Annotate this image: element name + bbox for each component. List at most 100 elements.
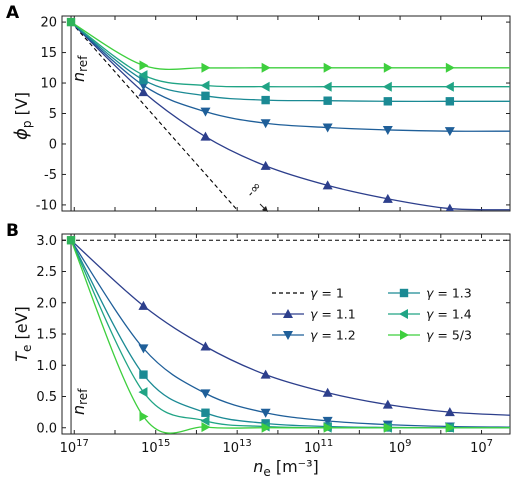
series-gamma-1-1-point (200, 131, 211, 141)
series-gamma-1-3-point (323, 96, 332, 105)
legend-entry-gamma-5-3: γ = 5/3 (388, 328, 472, 343)
series-gamma-5-3-point (383, 422, 393, 433)
legend-marker (283, 309, 293, 318)
series-gamma-1-2-point (382, 125, 393, 135)
series-gamma-1-3-point (139, 370, 148, 379)
legend-marker (400, 330, 409, 340)
series-gamma-1-1-point (200, 341, 211, 351)
legend-entry-gamma-1-1: γ = 1.1 (272, 307, 356, 322)
series-gamma-1-1-line (70, 21, 510, 211)
series-gamma-1-1-point (382, 399, 393, 409)
y-tick-label: 2.0 (36, 296, 57, 311)
series-gamma-1-4-line (70, 21, 510, 88)
series-gamma-1-4-point (382, 81, 392, 92)
series-gamma-1-2-point (260, 119, 271, 129)
series-gamma-1-1-point (138, 87, 149, 97)
legend-entry-gamma-1-2: γ = 1.2 (272, 328, 356, 343)
legend-marker (399, 309, 408, 319)
series-gamma-1-4-point (444, 81, 454, 92)
series-gamma-1-1-point (382, 193, 393, 203)
series-gamma-1-3-point (201, 408, 210, 417)
legend-label: γ = 1 (310, 286, 344, 301)
panel-label-b: B (6, 221, 19, 241)
x-tick-label: 1013 (223, 438, 252, 456)
series-gamma-1-1-point (444, 407, 455, 417)
start-point (66, 236, 76, 245)
x-tick-label: 109 (389, 438, 412, 456)
x-tick-label: 1017 (60, 438, 89, 456)
series-gamma-1-4-point (200, 80, 210, 91)
y-tick-label: 10 (40, 77, 57, 92)
series-gamma-1-3-point (383, 97, 393, 106)
series-gamma-5-3-point (445, 422, 455, 433)
series-gamma-1-2-point (260, 408, 271, 418)
series-gamma-1-1-point (445, 203, 454, 211)
legend-label: γ = 5/3 (426, 328, 472, 343)
y-tick-label: 1.5 (36, 328, 57, 343)
series-gamma-5-3-point (323, 62, 333, 73)
series-gamma-1-4-point (138, 70, 148, 81)
series-gamma-1-2-point (138, 344, 149, 354)
legend-label: γ = 1.1 (310, 307, 356, 322)
series-gamma-1-3-point (445, 97, 455, 106)
series-gamma-5-3-point (323, 422, 333, 433)
series-gamma-1-2-point (322, 123, 333, 133)
start-point (66, 17, 76, 27)
minus-infinity-arrowhead (262, 206, 268, 212)
y-tick-label: 1.0 (36, 359, 57, 374)
y-axis-label-b: Te [eV] (12, 306, 34, 362)
y-tick-label: -5 (44, 168, 57, 183)
series-gamma-1-1-point (322, 387, 333, 397)
series-gamma-1-line (70, 21, 239, 211)
y-tick-label: 5 (49, 107, 57, 122)
y-tick-label: -10 (36, 198, 57, 213)
series-gamma-1-4-point (138, 387, 148, 398)
y-tick-label: 0.0 (36, 421, 57, 436)
series-gamma-1-4-point (260, 81, 270, 92)
legend-entry-gamma-1-4: γ = 1.4 (388, 307, 472, 322)
y-axis-label-a: ϕp [V] (11, 92, 34, 140)
series-gamma-5-3-line (70, 21, 510, 71)
series-gamma-1-3-point (139, 75, 148, 85)
series-gamma-5-3-point (201, 422, 211, 433)
legend-label: γ = 1.3 (426, 286, 472, 301)
y-tick-label: 0.5 (36, 390, 57, 405)
y-tick-label: 2.5 (36, 265, 57, 280)
x-tick-label: 1011 (304, 438, 333, 456)
series-gamma-1-4-point (322, 81, 332, 92)
legend-marker (399, 288, 409, 298)
series-gamma-1-1-point (260, 160, 271, 170)
y-tick-label: 3.0 (36, 234, 57, 249)
series-gamma-5-3-point (383, 62, 393, 73)
legend-marker (283, 331, 293, 340)
series-gamma-1-3-point (261, 95, 270, 105)
legend-entry-gamma-1: γ = 1 (272, 286, 344, 301)
plot-area (70, 21, 510, 211)
minus-infinity-label: -∞ (244, 179, 265, 201)
y-tick-label: 15 (40, 46, 57, 61)
series-gamma-5-3-point (201, 62, 211, 73)
nref-label: nref (69, 55, 90, 82)
legend-entry-gamma-1-3: γ = 1.3 (388, 286, 472, 301)
panel-label-a: A (6, 3, 20, 23)
series-gamma-1-2-point (322, 416, 333, 426)
legend: γ = 1 γ = 1.3 γ = 1.1 γ = 1.4 γ = 1.2 γ = 5/3 (272, 286, 472, 343)
series-gamma-1-2-point (444, 127, 455, 137)
series-gamma-1-1-point (138, 300, 149, 310)
series-gamma-1-3-point (201, 91, 210, 101)
series-gamma-1-3-line (70, 21, 510, 103)
x-tick-label: 107 (470, 438, 493, 456)
series-gamma-5-3-point (445, 62, 455, 73)
series-gamma-5-3-point (139, 411, 149, 422)
series-gamma-1-1-point (322, 180, 333, 190)
series-gamma-1-3-point (261, 419, 270, 428)
series-gamma-5-3-point (139, 60, 149, 71)
series-gamma-5-3-point (261, 422, 271, 433)
series-gamma-1-2-point (200, 389, 211, 399)
series-gamma-5-3-point (261, 62, 271, 73)
y-tick-label: 0 (49, 137, 57, 152)
x-tick-label: 1015 (141, 438, 170, 456)
nref-label: nref (69, 388, 90, 415)
